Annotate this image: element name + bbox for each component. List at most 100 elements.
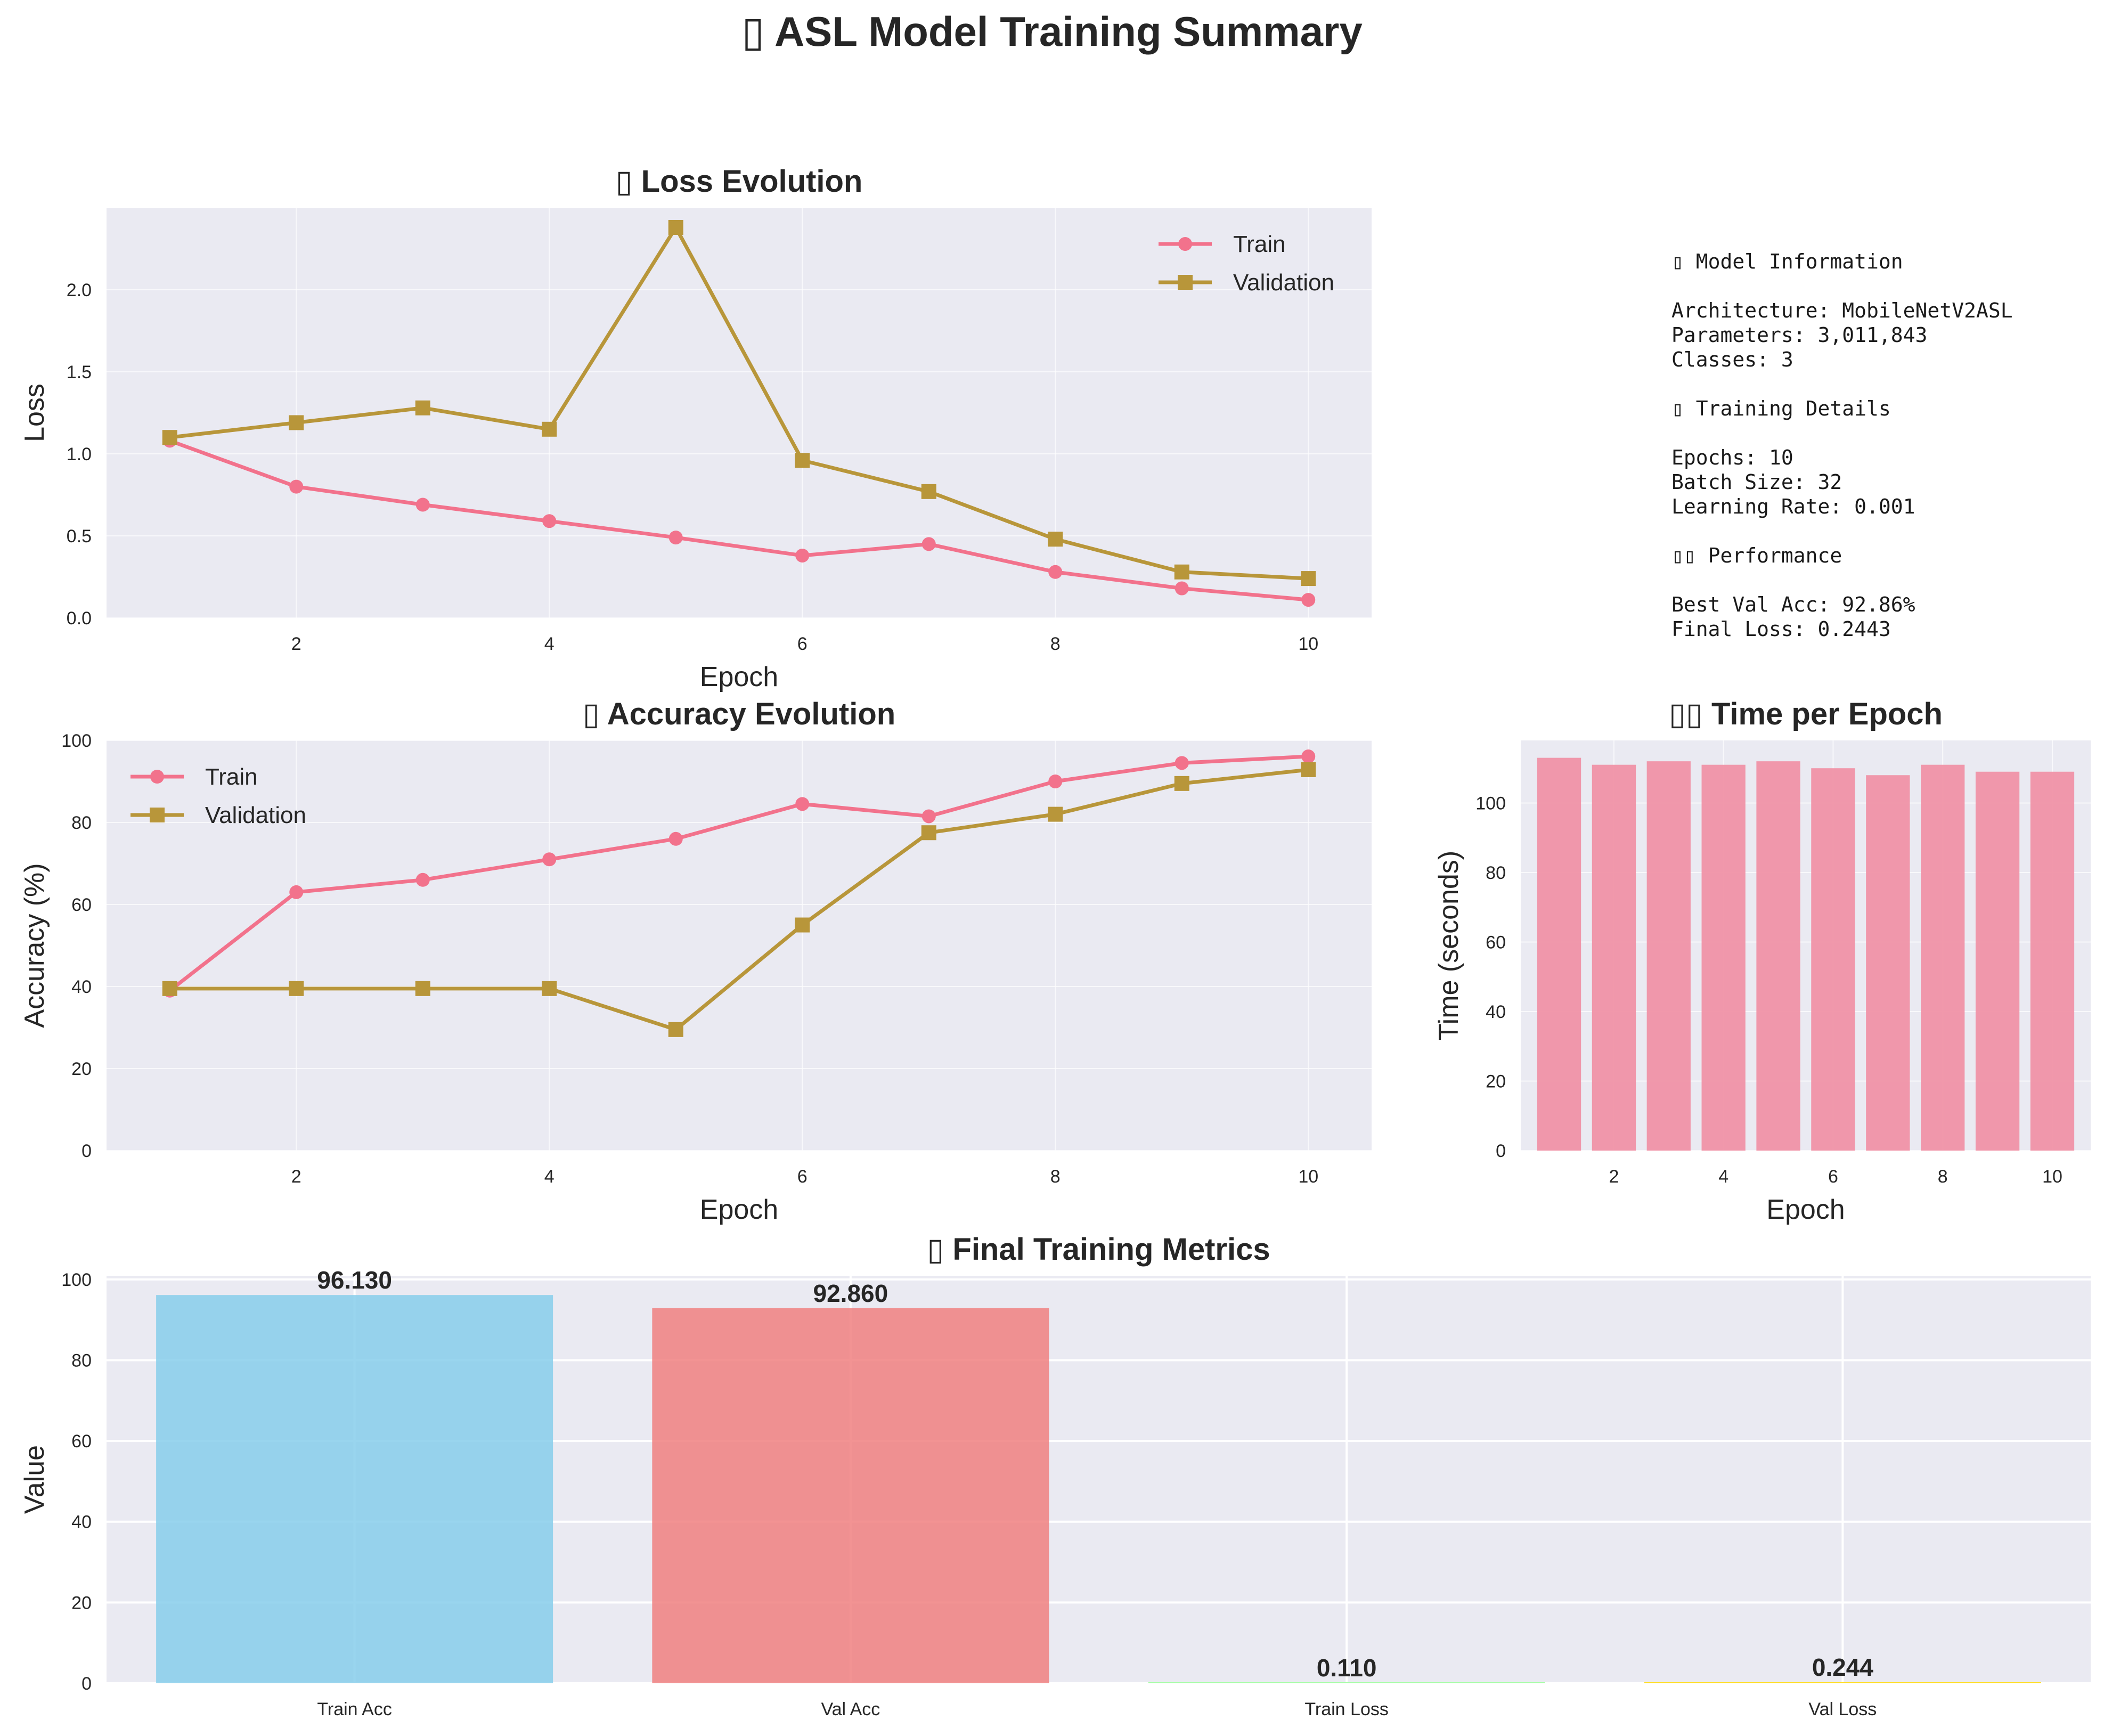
- x-tick-label: 6: [797, 634, 808, 654]
- y-tick-label: 0: [1496, 1141, 1506, 1161]
- x-tick-label: 2: [291, 1167, 301, 1187]
- y-tick-label: 2.0: [67, 280, 92, 300]
- data-point: [289, 415, 304, 430]
- y-tick-label: 0: [81, 1141, 92, 1161]
- y-tick-label: 60: [1486, 932, 1506, 952]
- data-point: [1048, 807, 1063, 822]
- x-tick-label: Train Acc: [317, 1699, 392, 1719]
- chart-title: ▯ Final Training Metrics: [927, 1232, 1270, 1267]
- data-point: [415, 401, 430, 415]
- legend-marker: [150, 808, 165, 822]
- chart-title: ▯ Loss Evolution: [616, 164, 863, 199]
- y-tick-label: 0.5: [67, 526, 92, 547]
- legend-label: Validation: [1233, 270, 1334, 296]
- chart-panel-accuracy: 0 20 40 60 80 100 2 4 6 8 10 ▯ Accuracy Evolution Ep…: [19, 697, 1372, 1225]
- x-tick-label: Train Loss: [1304, 1699, 1388, 1719]
- x-tick-label: 8: [1050, 634, 1061, 654]
- bar: [1756, 761, 1800, 1151]
- data-point: [162, 981, 177, 996]
- x-axis-label: Epoch: [700, 662, 778, 692]
- x-tick-label: 6: [1828, 1167, 1838, 1187]
- data-point: [1048, 775, 1062, 788]
- x-tick-label: Val Acc: [821, 1699, 880, 1719]
- data-point: [1175, 582, 1189, 596]
- chart-title: ▯▯ Time per Epoch: [1669, 697, 1943, 731]
- bar: [156, 1295, 553, 1683]
- data-point: [415, 981, 430, 996]
- bar-value-label: 0.110: [1317, 1654, 1377, 1682]
- data-point: [289, 885, 303, 899]
- data-point: [416, 498, 430, 511]
- y-tick-label: 40: [71, 977, 92, 997]
- data-point: [1175, 565, 1189, 580]
- data-point: [542, 514, 556, 528]
- bar: [1644, 1682, 2041, 1683]
- info-line: ▯ Training Details: [1671, 397, 1891, 420]
- data-point: [289, 480, 303, 494]
- x-tick-label: 2: [1609, 1167, 1619, 1187]
- y-tick-label: 80: [71, 813, 92, 833]
- bar: [1592, 765, 1636, 1151]
- bar: [1702, 765, 1746, 1151]
- y-tick-label: 20: [71, 1059, 92, 1079]
- y-tick-label: 20: [1486, 1071, 1506, 1091]
- legend-label: Train: [205, 764, 258, 790]
- y-tick-label: 100: [61, 1270, 92, 1290]
- bar: [1866, 775, 1910, 1151]
- data-point: [795, 549, 809, 563]
- x-tick-label: 4: [1718, 1167, 1728, 1187]
- x-axis-label: Epoch: [700, 1194, 778, 1225]
- data-point: [795, 453, 810, 468]
- data-point: [1301, 762, 1316, 777]
- data-point: [669, 531, 683, 544]
- bar-value-label: 92.860: [813, 1279, 888, 1307]
- bar: [1148, 1682, 1545, 1683]
- y-tick-label: 80: [71, 1350, 92, 1371]
- x-tick-label: Val Loss: [1808, 1699, 1877, 1719]
- x-tick-label: 10: [1298, 634, 1318, 654]
- y-tick-label: 20: [71, 1593, 92, 1613]
- legend-label: Validation: [205, 802, 306, 828]
- bar: [1811, 768, 1855, 1151]
- bar-value-label: 0.244: [1812, 1653, 1874, 1681]
- info-line: Classes: 3: [1671, 348, 1793, 371]
- x-tick-label: 8: [1938, 1167, 1948, 1187]
- info-line: Final Loss: 0.2443: [1671, 617, 1891, 641]
- x-tick-label: 10: [2042, 1167, 2062, 1187]
- data-point: [795, 918, 810, 933]
- chart-title: ▯ Accuracy Evolution: [583, 697, 895, 731]
- legend-label: Train: [1233, 231, 1286, 257]
- data-point: [922, 537, 936, 551]
- y-tick-label: 40: [1486, 1002, 1506, 1022]
- bar: [652, 1308, 1049, 1683]
- data-point: [1301, 749, 1315, 763]
- bar: [1647, 761, 1691, 1151]
- y-tick-label: 100: [1475, 793, 1506, 813]
- data-point: [1175, 776, 1189, 791]
- data-point: [289, 981, 304, 996]
- chart-panel-final: 0 20 40 60 80 100 Train Acc Val Acc Train Loss Va…: [19, 1232, 2091, 1719]
- data-point: [1301, 571, 1316, 586]
- x-tick-label: 2: [291, 634, 301, 654]
- legend-marker: [1178, 237, 1192, 251]
- y-tick-label: 1.0: [67, 444, 92, 464]
- x-tick-label: 4: [544, 634, 554, 654]
- y-tick-label: 60: [71, 895, 92, 915]
- data-point: [1175, 756, 1189, 770]
- y-tick-label: 100: [61, 731, 92, 751]
- x-tick-label: 10: [1298, 1167, 1318, 1187]
- x-tick-label: 8: [1050, 1167, 1061, 1187]
- data-point: [542, 852, 556, 866]
- data-point: [416, 873, 430, 887]
- data-point: [1048, 565, 1062, 579]
- bar: [1921, 765, 1964, 1151]
- y-axis-label: Time (seconds): [1433, 851, 1464, 1040]
- data-point: [669, 832, 683, 846]
- info-line: ▯ Model Information: [1671, 250, 1903, 273]
- info-line: Parameters: 3,011,843: [1671, 323, 1927, 347]
- data-point: [921, 825, 936, 840]
- y-tick-label: 0.0: [67, 608, 92, 629]
- bar: [1976, 772, 2019, 1151]
- chart-panel-time: 0 20 40 60 80 100 2 4 6 8 10 ▯▯ Time per Epoch Epoch…: [1433, 697, 2091, 1225]
- y-tick-label: 40: [71, 1512, 92, 1533]
